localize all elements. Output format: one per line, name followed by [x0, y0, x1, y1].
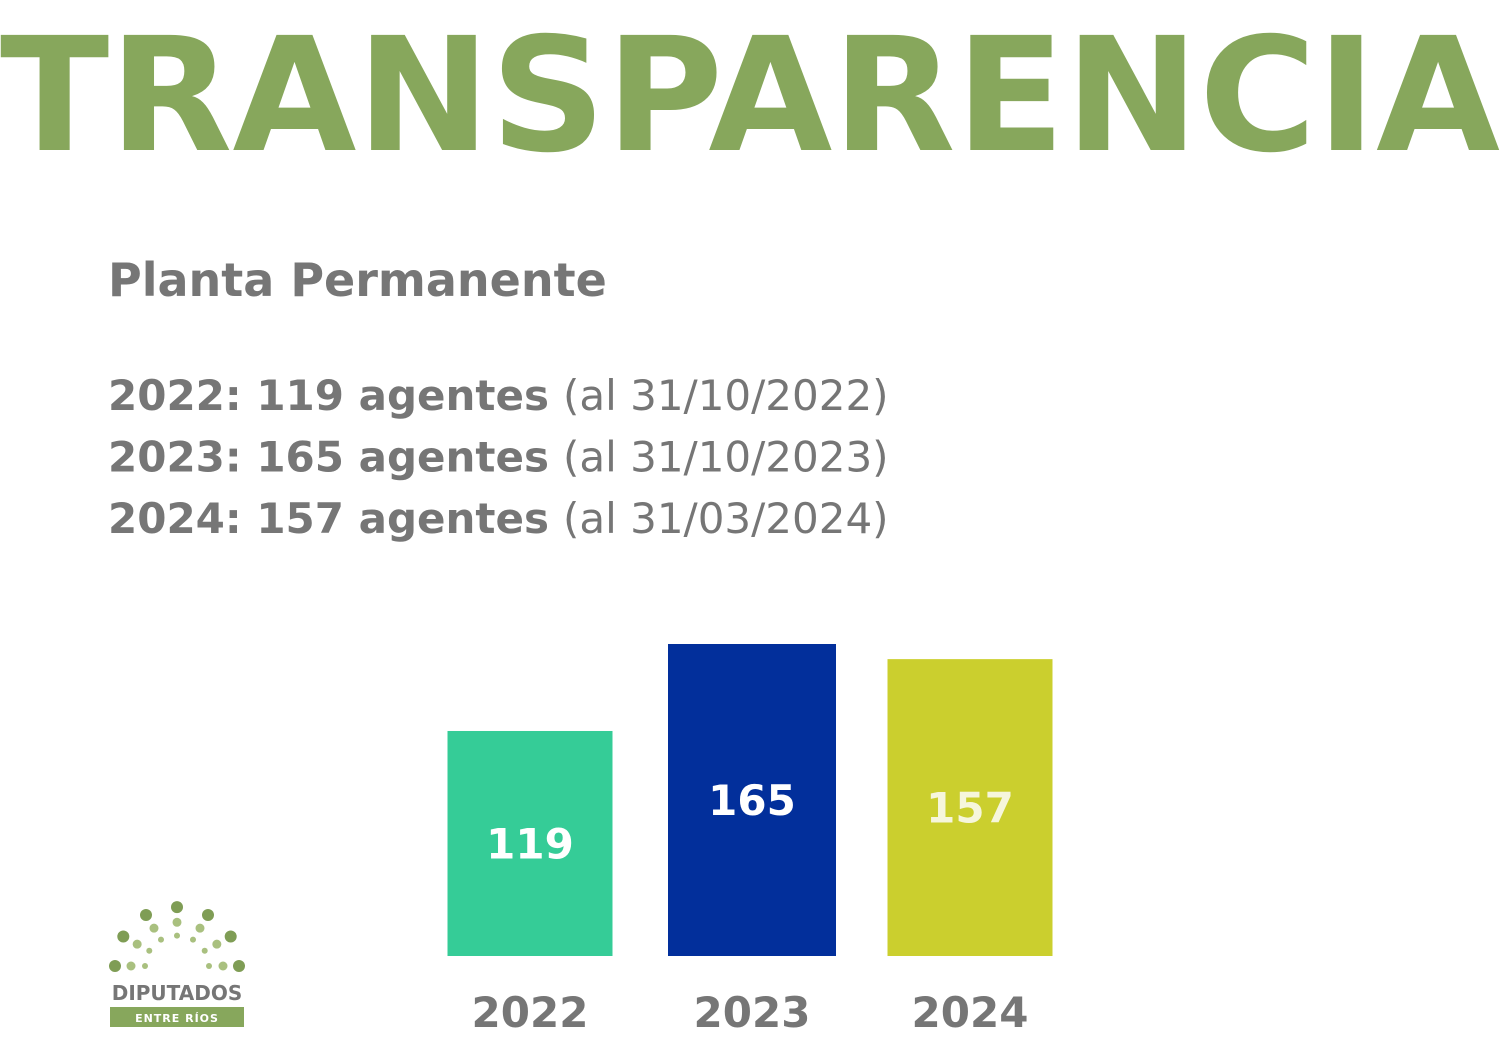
- logo-dots: [109, 901, 245, 972]
- summary-note: (al 31/10/2023): [563, 433, 889, 482]
- summary-line: 2022: 119 agentes (al 31/10/2022): [108, 371, 889, 420]
- summary-line: 2023: 165 agentes (al 31/10/2023): [108, 433, 889, 482]
- logo-dot: [149, 923, 159, 933]
- logo-dot: [171, 901, 183, 914]
- logo-dot: [201, 947, 208, 954]
- bar-chart: 119 2022 165 2023 157 2024: [447, 644, 1053, 1037]
- logo-name: DIPUTADOS: [112, 981, 243, 1005]
- x-tick-label: 2024: [912, 988, 1029, 1037]
- logo-dot: [140, 908, 152, 921]
- summary-note: (al 31/03/2024): [563, 494, 889, 543]
- summary-label: 2022: 119 agentes: [108, 371, 549, 420]
- bar: [668, 644, 836, 956]
- logo-dot: [174, 932, 180, 939]
- logo: DIPUTADOS ENTRE RÍOS: [109, 901, 245, 1027]
- logo-band: [110, 1007, 244, 1027]
- logo-dot: [142, 963, 148, 969]
- logo-dot: [190, 936, 196, 943]
- title: TRANSPARENCIA: [0, 4, 1500, 188]
- logo-dot: [158, 936, 164, 943]
- x-tick-label: 2023: [694, 988, 811, 1037]
- logo-dot: [146, 947, 153, 954]
- logo-dot: [212, 939, 222, 949]
- subtitle: Planta Permanente: [108, 253, 607, 307]
- summary: 2022: 119 agentes (al 31/10/2022) 2023: 16…: [108, 371, 889, 543]
- summary-label: 2024: 157 agentes: [108, 494, 549, 543]
- bar-value-label: 119: [486, 819, 574, 868]
- logo-dot: [172, 917, 182, 927]
- logo-dot: [218, 961, 228, 971]
- x-tick-label: 2022: [472, 988, 589, 1037]
- logo-dot: [206, 963, 212, 969]
- bar: [887, 659, 1053, 956]
- logo-dot: [202, 908, 214, 921]
- summary-note: (al 31/10/2022): [563, 371, 889, 420]
- bar: [447, 730, 613, 956]
- logo-dot: [224, 930, 237, 943]
- logo-dot: [132, 939, 142, 949]
- bar-value-label: 165: [708, 776, 796, 825]
- bar-value-label: 157: [926, 784, 1014, 833]
- logo-dot: [109, 960, 121, 972]
- summary-label: 2023: 165 agentes: [108, 433, 549, 482]
- logo-dot: [126, 961, 136, 971]
- logo-dot: [195, 923, 205, 933]
- logo-dot: [233, 960, 245, 972]
- logo-dot: [117, 930, 130, 943]
- summary-line: 2024: 157 agentes (al 31/03/2024): [108, 494, 889, 543]
- logo-tagline: ENTRE RÍOS: [135, 1012, 219, 1025]
